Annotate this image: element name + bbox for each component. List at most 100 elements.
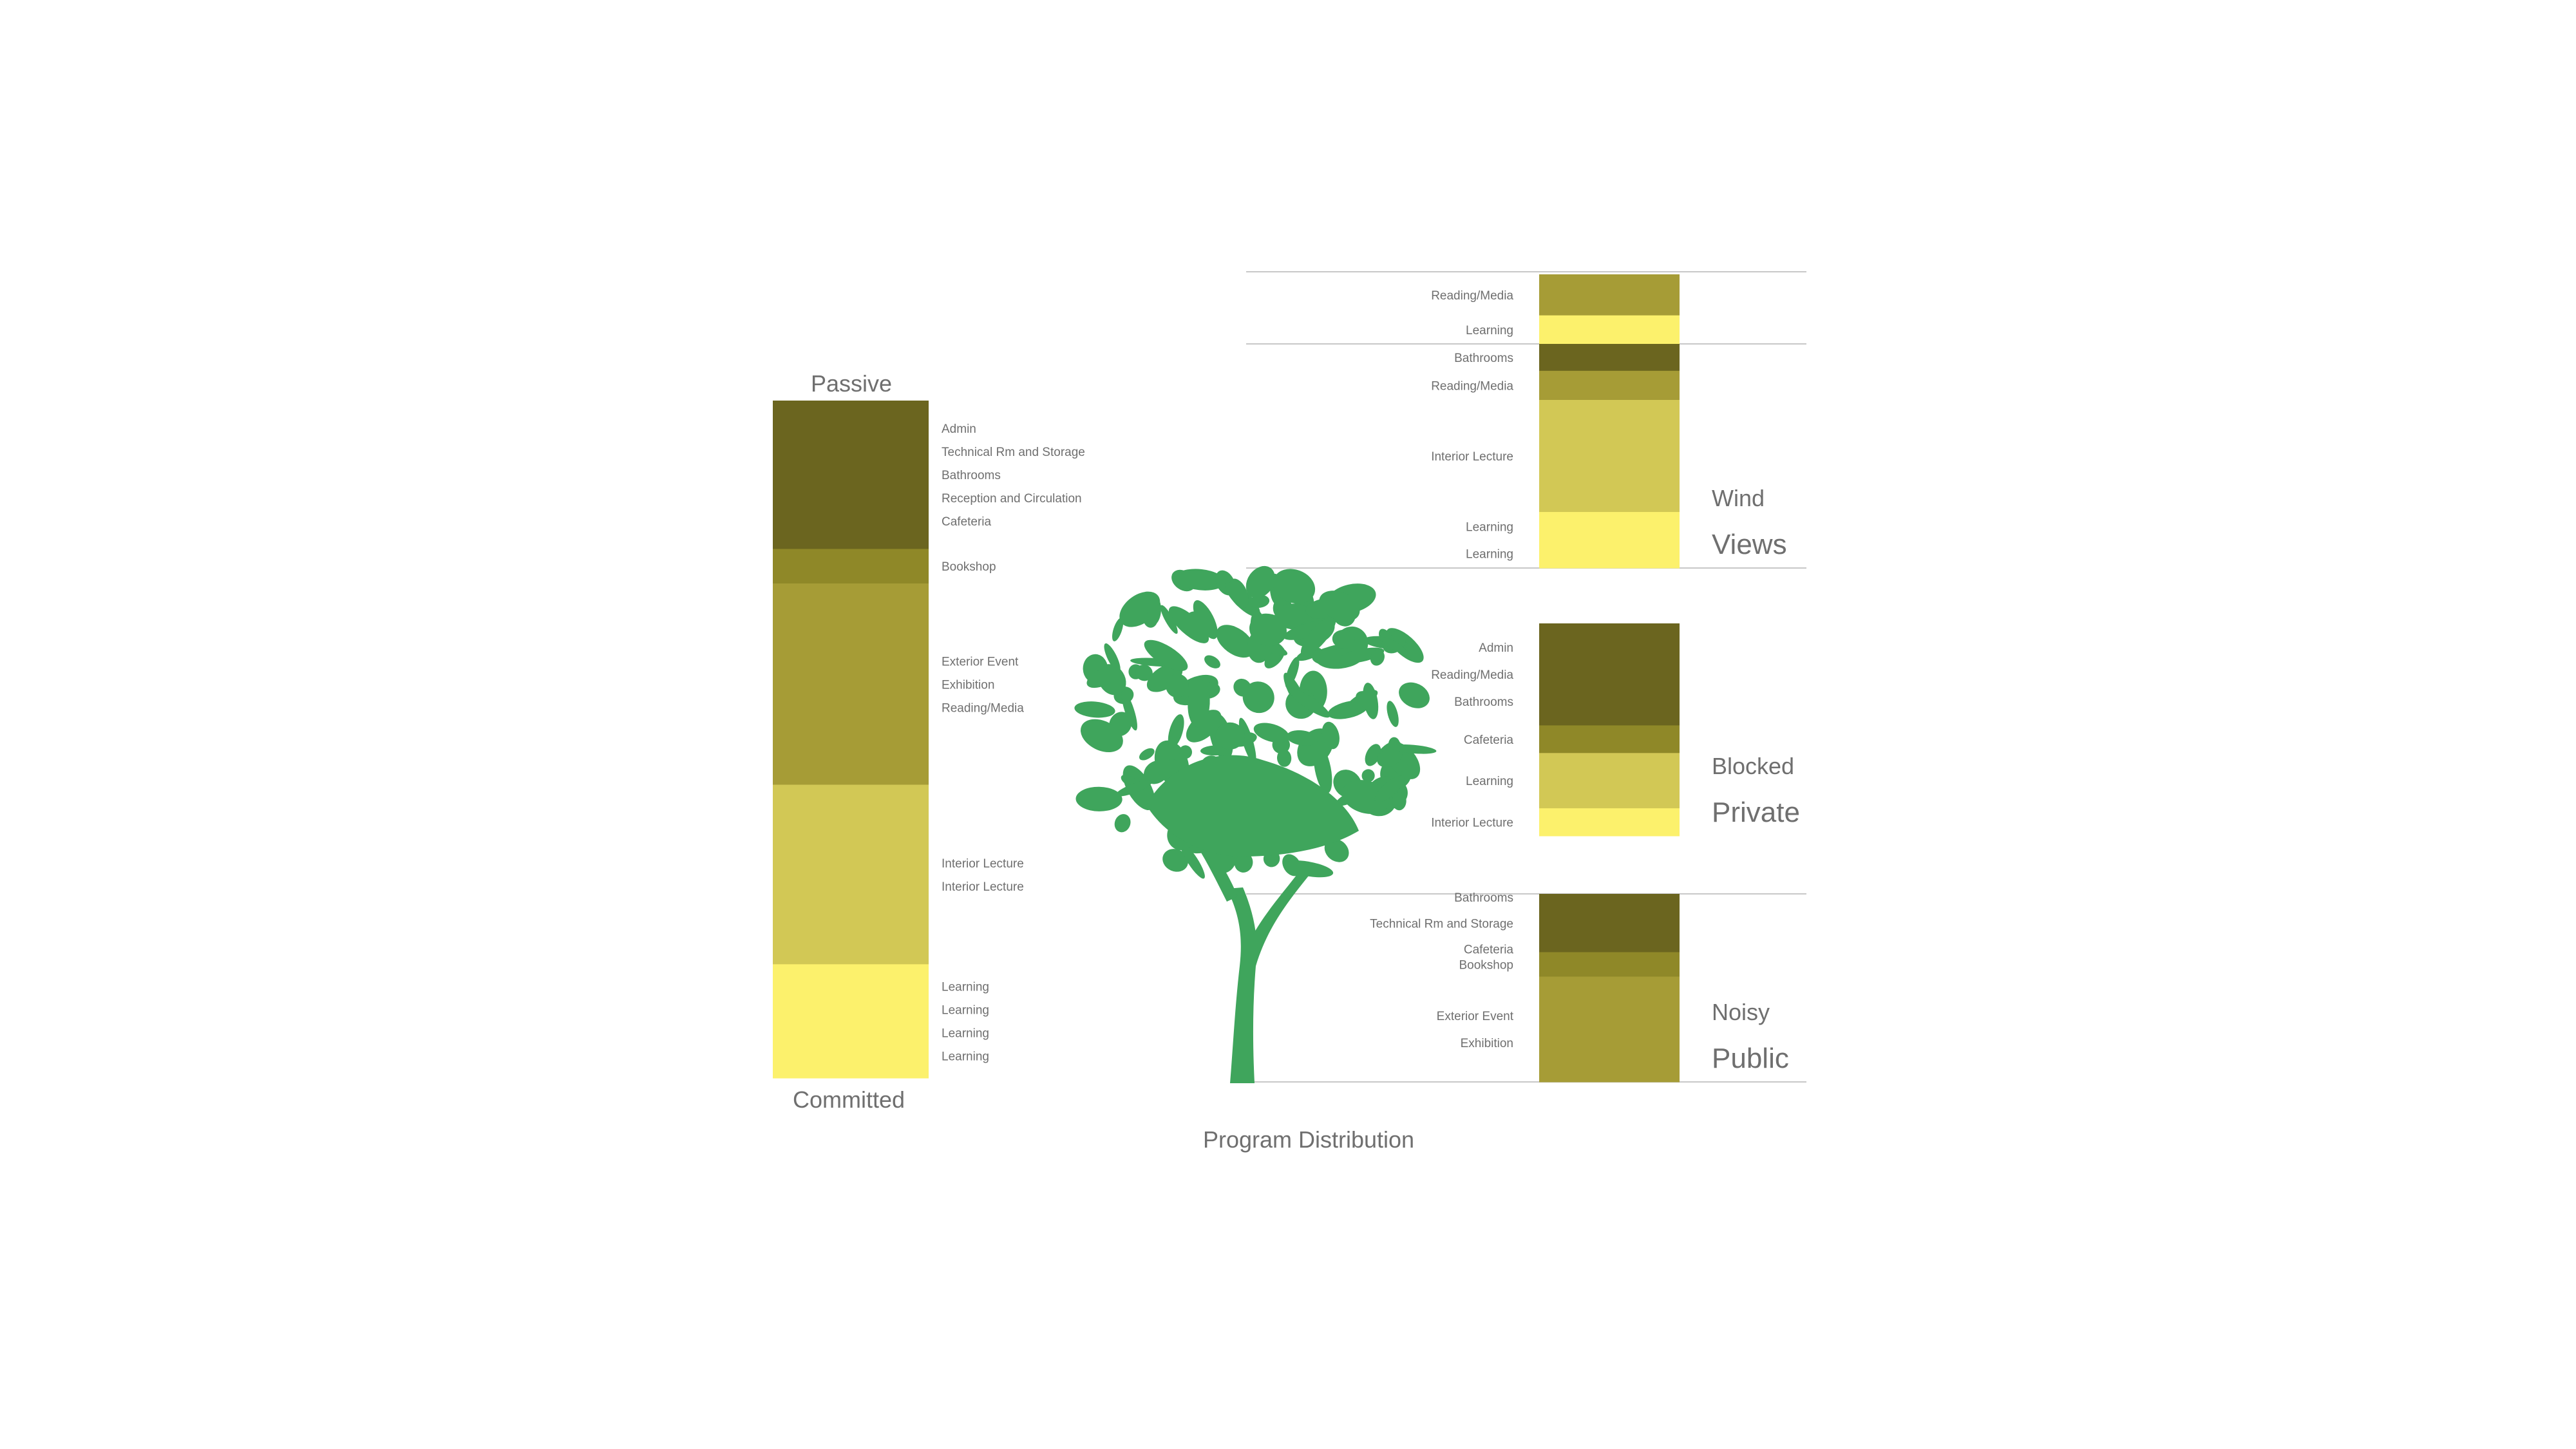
group-segment-label: Bookshop [1459, 959, 1513, 972]
tree-foliage [1229, 578, 1249, 609]
group-public: Bathrooms Technical Rm and Storage Cafeter… [1370, 891, 1789, 1083]
tree-foliage [1387, 701, 1399, 727]
group-segment-label: Reading/Media [1431, 668, 1513, 682]
tree-foliage [1080, 719, 1123, 753]
tree-foliage [1168, 714, 1184, 748]
tree-illustration-icon [1074, 565, 1437, 1083]
left-segment-label: Bathrooms [942, 469, 1001, 482]
group-private: Admin Reading/Media Bathrooms Cafeteria Lear… [1431, 623, 1800, 837]
left-segment-label: Admin [942, 422, 976, 436]
tree-foliage [1115, 780, 1153, 797]
tree-foliage [1289, 688, 1331, 718]
left-segment-label: Cafeteria [942, 515, 992, 529]
left-segment-label: Learning [942, 1027, 989, 1041]
tree-foliage [1377, 746, 1403, 768]
tree-foliage [1216, 625, 1255, 658]
group-segment-label: Learning [1466, 324, 1513, 337]
group-segment-label: Cafeteria [1464, 943, 1514, 957]
group-views-segment-0 [1539, 344, 1680, 372]
left-segment-0 [773, 401, 929, 549]
tree-foliage [1147, 596, 1161, 625]
tree-foliage [1337, 647, 1385, 664]
group-segment-label: Learning [1466, 521, 1513, 535]
tree-branch [1243, 869, 1309, 966]
group-top-segment-0 [1539, 274, 1680, 316]
group-segment-label: Admin [1479, 641, 1513, 655]
tree-foliage [1086, 667, 1120, 688]
left-column-bottom-label: Committed [793, 1086, 905, 1113]
left-segment-label: Exhibition [942, 678, 994, 692]
group-segment-label: Learning [1466, 548, 1513, 562]
left-segment-4 [773, 964, 929, 1079]
group-public-segment-2 [1539, 976, 1680, 1083]
tree-foliage [1300, 616, 1336, 656]
group-side-label-secondary: Noisy [1712, 999, 1770, 1025]
tree-foliage [1361, 769, 1375, 782]
left-segment-label: Reading/Media [942, 701, 1024, 715]
tree-foliage [1399, 682, 1430, 708]
tree-foliage [1319, 591, 1360, 621]
group-segment-label: Interior Lecture [1431, 817, 1513, 830]
group-segment-label: Reading/Media [1431, 379, 1513, 393]
tree-foliage [1188, 679, 1210, 728]
group-top: Reading/Media Learning [1431, 274, 1680, 345]
tree-foliage [1273, 569, 1316, 604]
left-segment-label: Learning [942, 1050, 989, 1064]
left-segment-3 [773, 784, 929, 965]
left-column-top-label: Passive [811, 370, 892, 397]
tree-foliage [1374, 775, 1405, 802]
tree-trunk [1227, 887, 1257, 1083]
group-private-segment-0 [1539, 623, 1680, 726]
group-segment-label: Learning [1466, 775, 1513, 788]
group-top-segment-1 [1539, 315, 1680, 345]
group-views-segment-3 [1539, 512, 1680, 569]
tree-foliage [1186, 710, 1222, 743]
tree-foliage [1283, 860, 1334, 878]
left-segment-label: Exterior Event [942, 655, 1019, 668]
group-segment-label: Interior Lecture [1431, 450, 1513, 464]
group-segment-label: Bathrooms [1454, 696, 1513, 709]
tree-foliage-core [1146, 755, 1359, 857]
group-side-label-secondary: Wind [1712, 485, 1765, 511]
tree-foliage [1286, 730, 1318, 746]
left-segment-1 [773, 549, 929, 584]
group-segment-label: Exterior Event [1437, 1010, 1514, 1023]
group-segment-label: Reading/Media [1431, 289, 1513, 303]
group-segment-label: Exhibition [1461, 1037, 1513, 1050]
group-segment-label: Bathrooms [1454, 891, 1513, 905]
right-stacked-groups: Reading/Media Learning Bathrooms Reading/Me… [1370, 274, 1800, 1083]
tree-foliage [1075, 786, 1122, 811]
tree-foliage [1249, 613, 1287, 647]
group-public-segment-0 [1539, 894, 1680, 952]
tree-foliage [1204, 655, 1220, 668]
tree-foliage [1324, 838, 1349, 862]
tree-foliage [1162, 849, 1189, 872]
left-segment-2 [773, 583, 929, 785]
tree-foliage [1112, 618, 1124, 641]
tree-foliage [1184, 611, 1201, 630]
tree-foliage [1135, 665, 1153, 681]
group-segment-label: Cafeteria [1464, 734, 1514, 747]
left-segment-label: Learning [942, 981, 989, 994]
group-public-segment-1 [1539, 952, 1680, 977]
tree-foliage [1253, 723, 1289, 743]
group-side-label-primary: Private [1712, 797, 1800, 828]
tree-foliage [1139, 748, 1155, 761]
group-side-label-primary: Views [1712, 529, 1787, 560]
group-segment-label: Technical Rm and Storage [1370, 917, 1513, 931]
left-segment-label: Interior Lecture [942, 880, 1024, 894]
tree-foliage [1370, 649, 1385, 666]
tree-foliage [1215, 722, 1245, 750]
left-segment-label: Technical Rm and Storage [942, 446, 1085, 459]
tree-foliage [1285, 657, 1300, 688]
group-side-label-secondary: Blocked [1712, 753, 1794, 779]
right-divider-rules [1246, 271, 1806, 1083]
tree-foliage [1144, 639, 1188, 671]
tree-foliage [1321, 721, 1340, 750]
tree-foliage [1160, 605, 1178, 634]
tree-foliage [1175, 569, 1226, 591]
tree-foliage [1365, 744, 1381, 766]
group-segment-label: Bathrooms [1454, 352, 1513, 365]
tree-foliage [1114, 814, 1131, 833]
